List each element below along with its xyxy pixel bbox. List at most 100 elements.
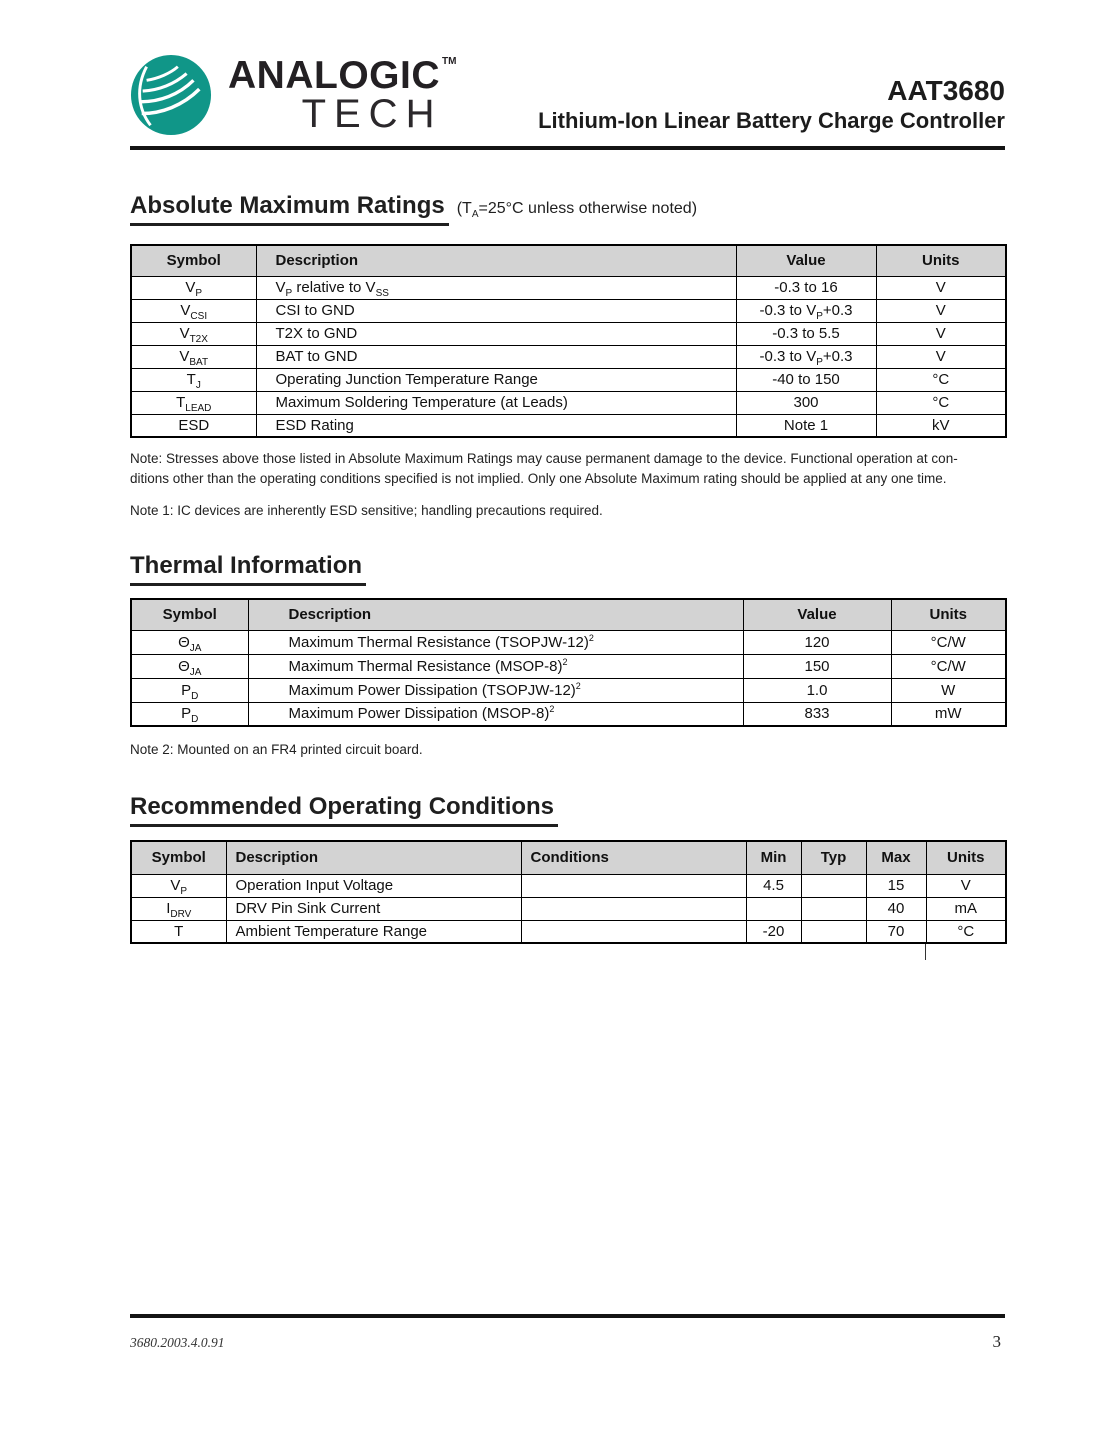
footer-rule [130,1314,1005,1318]
document-subtitle: Lithium-Ion Linear Battery Charge Contro… [538,107,1005,133]
table-cell: °C [875,390,1007,415]
table-cell: CSI to GND [255,298,737,323]
column-header-units: Units [875,244,1007,277]
header-rule [130,146,1005,150]
page-footer: 3680.2003.4.0.91 3 [130,1314,1005,1352]
table-cell: Maximum Power Dissipation (MSOP-8)2 [247,701,744,727]
column-header-value: Value [742,598,892,631]
table-cell: 833 [742,701,892,727]
table-row: IDRV DRV Pin Sink Current 40 mA [130,896,1007,921]
table-row: VP Operation Input Voltage 4.5 15 V [130,873,1007,898]
table-cell: V [925,873,1007,898]
table-cell: -40 to 150 [735,367,877,392]
leaf-logo-icon [130,54,212,136]
table-cell: VCSI [130,298,257,323]
logo-wordmark-bottom: TECH [301,92,443,136]
part-number: AAT3680 [887,74,1005,106]
abs-max-note: Note: Stresses above those listed in Abs… [130,449,1005,488]
table-cell [800,919,867,944]
column-header-symbol: Symbol [130,840,227,875]
table-cell [520,873,747,898]
table-cell: ΘJA [130,629,249,655]
table-row: ΘJA Maximum Thermal Resistance (MSOP-8)2 1… [130,653,1007,679]
table-row: T Ambient Temperature Range -20 70 °C [130,919,1007,944]
thermal-information-table: Symbol Description Value Units ΘJA Maximum Th… [130,598,1007,728]
table-cell: 1.0 [742,677,892,703]
table-cell: °C [875,367,1007,392]
table-cell: VP [130,275,257,300]
table-cell: 15 [865,873,927,898]
table-cell: V [875,298,1007,323]
table-row: VCSI CSI to GND -0.3 to VP+0.3 V [130,298,1007,323]
table-cell: VP relative to VSS [255,275,737,300]
table-cell: VT2X [130,321,257,346]
section-title-condition-note: (TA=25°C unless otherwise noted) [456,200,698,221]
table-cell: 40 [865,896,927,921]
table-cell: Maximum Power Dissipation (TSOPJW-12)2 [247,677,744,703]
table-cell [745,896,802,921]
table-cell: DRV Pin Sink Current [225,896,522,921]
table-cell: Maximum Soldering Temperature (at Leads) [255,390,737,415]
absolute-maximum-ratings-table: Symbol Description Value Units VP VP relative… [130,244,1007,438]
table-cell: Ambient Temperature Range [225,919,522,944]
table-cell: -0.3 to VP+0.3 [735,298,877,323]
section-thermal-information: Thermal Information Symbol Description Val… [130,552,1007,758]
table-cell [800,873,867,898]
table-row: TLEAD Maximum Soldering Temperature (at L… [130,390,1007,415]
table-cell: T [130,919,227,944]
table-row: TJ Operating Junction Temperature Range -4… [130,367,1007,392]
table-cell: °C [925,919,1007,944]
table-cell: 4.5 [745,873,802,898]
column-header-min: Min [745,840,802,875]
table-row: VT2X T2X to GND -0.3 to 5.5 V [130,321,1007,346]
table-cell: TJ [130,367,257,392]
table-cell: -20 [745,919,802,944]
table-cell: ESD Rating [255,413,737,438]
table-cell: TLEAD [130,390,257,415]
table-cell: 300 [735,390,877,415]
table-cell: BAT to GND [255,344,737,369]
table-cell: PD [130,701,249,727]
table-cell: V [875,344,1007,369]
thermal-note2: Note 2: Mounted on an FR4 printed circui… [130,742,423,758]
column-header-symbol: Symbol [130,598,249,631]
table-row: PD Maximum Power Dissipation (TSOPJW-12)2… [130,677,1007,703]
table-cell: V [875,321,1007,346]
table-cell: W [890,677,1007,703]
column-header-conditions: Conditions [520,840,747,875]
header-row: Symbol Description Value Units [130,244,1007,277]
note-line: Note: Stresses above those listed in Abs… [130,451,958,466]
column-header-description: Description [255,244,737,277]
table-cell: VBAT [130,344,257,369]
table-row: PD Maximum Power Dissipation (MSOP-8)2 833… [130,701,1007,727]
note-line: ditions other than the operating conditi… [130,470,947,486]
page-header: ANALOGIC TM TECH AAT3680 Lithium-Ion Line… [130,50,1005,136]
column-header-symbol: Symbol [130,244,257,277]
table-cell: VP [130,873,227,898]
table-cell: mA [925,896,1007,921]
column-header-units: Units [925,840,1007,875]
header-row: Symbol Description Value Units [130,598,1007,631]
table-cell: -0.3 to VP+0.3 [735,344,877,369]
table-cell: °C/W [890,629,1007,655]
table-cell: kV [875,413,1007,438]
document-id: 3680.2003.4.0.91 [130,1335,225,1350]
logo-wordmark: ANALOGIC TM TECH [228,54,457,136]
table-cell: -0.3 to 16 [735,275,877,300]
table-row: ΘJA Maximum Thermal Resistance (TSOPJW-12… [130,629,1007,655]
table-row: VP VP relative to VSS -0.3 to 16 V [130,275,1007,300]
table-row: ESD ESD Rating Note 1 kV [130,413,1007,438]
table-cell: ΘJA [130,653,249,679]
table-cell: IDRV [130,896,227,921]
table-cell [520,919,747,944]
column-header-typ: Typ [800,840,867,875]
page-number: 3 [992,1332,1002,1351]
table-cell: V [875,275,1007,300]
recommended-operating-conditions-table: Symbol Description Conditions Min Typ Max Unit… [130,840,1007,945]
table-cell: 120 [742,629,892,655]
section-title-thermal-information: Thermal Information [130,552,1005,587]
logo-wordmark-top: ANALOGIC TM [228,54,457,97]
table-cell: Operation Input Voltage [225,873,522,898]
table-row: VBAT BAT to GND -0.3 to VP+0.3 V [130,344,1007,369]
table-cell: Note 1 [735,413,877,438]
